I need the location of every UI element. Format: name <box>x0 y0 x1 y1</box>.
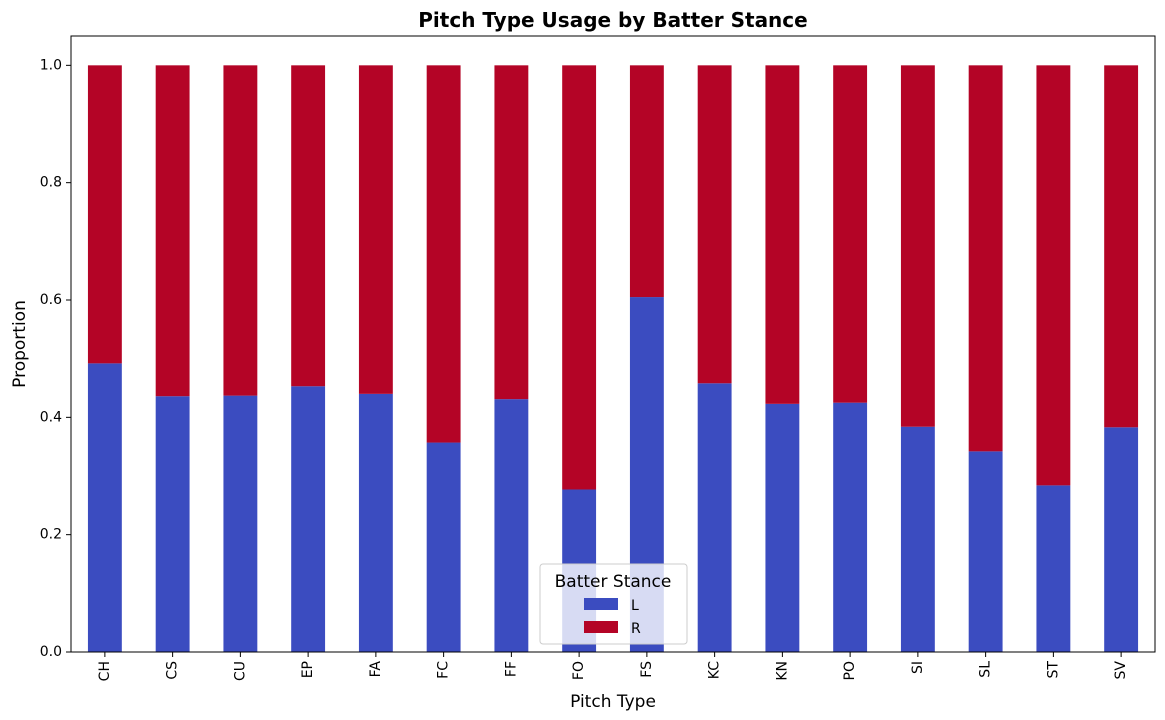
x-tick-label-fc: FC <box>436 661 452 679</box>
y-tick-label: 0.6 <box>40 292 62 308</box>
x-tick-label-cs: CS <box>165 661 181 680</box>
y-axis: 0.0 0.2 0.4 0.6 0.8 1.0 <box>40 57 71 660</box>
bar-kn-l <box>765 403 800 652</box>
x-tick-label-si: SI <box>910 661 926 674</box>
legend-label-l: L <box>631 598 639 614</box>
bar-kn-r <box>765 65 800 404</box>
x-tick-label-fo: FO <box>571 661 587 680</box>
legend-label-r: R <box>631 621 641 637</box>
x-axis: CH CS CU EP FA FC FF FO FS KC KN PO SI SL ST SV <box>97 652 1129 681</box>
x-tick-label-kn: KN <box>774 661 790 681</box>
y-tick-label: 0.0 <box>40 644 62 660</box>
bar-po-r <box>833 65 868 403</box>
x-axis-label: Pitch Type <box>570 692 656 712</box>
bar-cs-r <box>155 65 190 397</box>
x-tick-label-cu: CU <box>232 661 248 681</box>
x-tick-label-ff: FF <box>503 661 519 677</box>
x-tick-label-po: PO <box>842 661 858 680</box>
bar-sl-r <box>968 65 1003 452</box>
bar-fa-r <box>358 65 393 394</box>
y-axis-label: Proportion <box>10 300 30 388</box>
x-tick-label-ep: EP <box>300 661 316 678</box>
y-tick-label: 1.0 <box>40 57 62 73</box>
bar-fc-l <box>426 442 461 652</box>
bar-cu-r <box>223 65 258 396</box>
bar-si-r <box>900 65 935 427</box>
bar-sv-r <box>1104 65 1139 428</box>
plot-frame <box>70 35 1156 653</box>
legend-swatch-r <box>584 621 618 633</box>
bars-group <box>87 65 1139 652</box>
x-tick-label-ch: CH <box>97 661 113 681</box>
bar-sv-l <box>1104 427 1139 652</box>
bar-fa-l <box>358 393 393 652</box>
bar-ep-r <box>291 65 326 387</box>
x-tick-label-fa: FA <box>368 661 384 678</box>
bar-ch-l <box>87 363 122 652</box>
x-tick-label-kc: KC <box>707 661 723 679</box>
bar-si-l <box>900 426 935 652</box>
legend-title: Batter Stance <box>555 572 672 592</box>
y-tick-label: 0.4 <box>40 409 62 425</box>
x-tick-label-sl: SL <box>978 661 994 678</box>
bar-ff-r <box>494 65 529 400</box>
y-tick-label: 0.8 <box>40 175 62 191</box>
bar-fc-r <box>426 65 461 443</box>
bar-sl-l <box>968 451 1003 652</box>
bar-fs-r <box>629 65 664 298</box>
chart-title: Pitch Type Usage by Batter Stance <box>418 8 807 32</box>
bar-fo-r <box>562 65 597 490</box>
x-tick-label-sv: SV <box>1113 661 1129 680</box>
x-tick-label-st: ST <box>1045 661 1061 679</box>
bar-st-r <box>1036 65 1071 486</box>
bar-po-l <box>833 402 868 652</box>
bar-cs-l <box>155 396 190 652</box>
bar-ep-l <box>291 386 326 652</box>
y-tick-label: 0.2 <box>40 527 62 543</box>
legend: Batter Stance L R <box>539 563 688 645</box>
bar-st-l <box>1036 485 1071 652</box>
bar-ch-r <box>87 65 122 364</box>
legend-swatch-l <box>584 598 618 610</box>
x-tick-label-fs: FS <box>639 661 655 678</box>
bar-cu-l <box>223 395 258 652</box>
bar-kc-l <box>697 383 732 652</box>
bar-ff-l <box>494 399 529 652</box>
bar-kc-r <box>697 65 732 384</box>
